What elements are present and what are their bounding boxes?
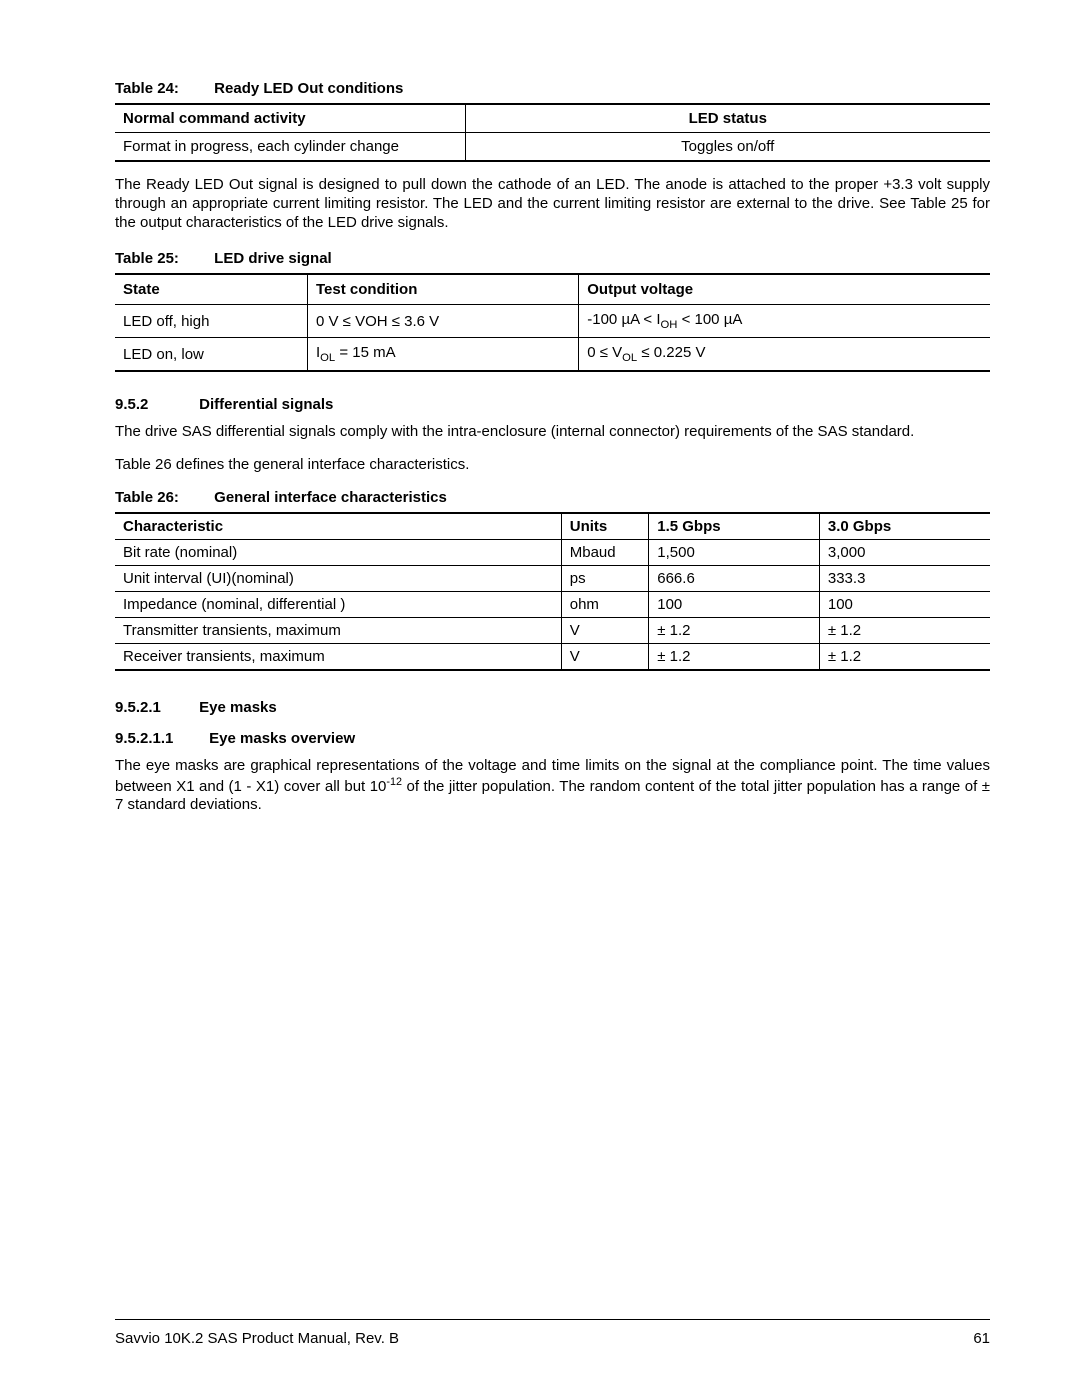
table-row: Unit interval (UI)(nominal) ps 666.6 333…	[115, 565, 990, 591]
para2b: Table 26 defines the general interface c…	[115, 456, 990, 475]
t25-r1c3-sub: OH	[661, 319, 678, 331]
table-row: Receiver transients, maximum V ± 1.2 ± 1…	[115, 643, 990, 670]
t26-cell: ± 1.2	[819, 643, 990, 670]
table24-caption-title: Ready LED Out conditions	[214, 80, 403, 97]
table-row: LED on, low IOL = 15 mA 0 ≤ VOL ≤ 0.225 …	[115, 338, 990, 372]
table-row: Transmitter transients, maximum V ± 1.2 …	[115, 617, 990, 643]
t25-r1c2: 0 V ≤ VOH ≤ 3.6 V	[308, 305, 579, 338]
t25-r2c3-post: ≤ 0.225 V	[637, 344, 705, 361]
table25-caption: Table 25: LED drive signal	[115, 250, 990, 267]
para3-sup: -12	[386, 776, 402, 788]
section-95211: 9.5.2.1.1 Eye masks overview	[115, 730, 990, 747]
para3: The eye masks are graphical representati…	[115, 757, 990, 815]
sec95211-num: 9.5.2.1.1	[115, 730, 205, 747]
footer-page-number: 61	[973, 1330, 990, 1347]
sec952-num: 9.5.2	[115, 396, 195, 413]
t26-cell: ps	[561, 565, 649, 591]
t26-h4: 3.0 Gbps	[819, 513, 990, 540]
table-row: LED off, high 0 V ≤ VOH ≤ 3.6 V -100 µA …	[115, 305, 990, 338]
t25-h1: State	[115, 274, 308, 305]
t26-cell: Impedance (nominal, differential )	[115, 591, 561, 617]
t26-cell: Bit rate (nominal)	[115, 539, 561, 565]
t25-r1c3-post: < 100 µA	[677, 311, 742, 328]
t26-cell: 100	[819, 591, 990, 617]
table24-h1: Normal command activity	[115, 104, 465, 133]
t26-cell: 1,500	[649, 539, 820, 565]
page-footer: Savvio 10K.2 SAS Product Manual, Rev. B …	[115, 1319, 990, 1347]
section-9521: 9.5.2.1 Eye masks	[115, 699, 990, 716]
t25-h3: Output voltage	[579, 274, 990, 305]
t26-cell: Unit interval (UI)(nominal)	[115, 565, 561, 591]
para1: The Ready LED Out signal is designed to …	[115, 176, 990, 232]
footer-left: Savvio 10K.2 SAS Product Manual, Rev. B	[115, 1330, 399, 1347]
table24-r1c1: Format in progress, each cylinder change	[115, 133, 465, 162]
t26-cell: ± 1.2	[649, 643, 820, 670]
t26-cell: ± 1.2	[649, 617, 820, 643]
table25-caption-num: Table 25:	[115, 250, 210, 267]
sec95211-title: Eye masks overview	[209, 730, 355, 747]
t26-cell: ohm	[561, 591, 649, 617]
t26-cell: Mbaud	[561, 539, 649, 565]
t25-r1c3-pre: -100 µA < I	[587, 311, 660, 328]
t26-cell: V	[561, 643, 649, 670]
table24-r1c2: Toggles on/off	[465, 133, 990, 162]
table26-caption-num: Table 26:	[115, 489, 210, 506]
t25-r2c2-post: = 15 mA	[335, 344, 395, 361]
t26-h1: Characteristic	[115, 513, 561, 540]
section-952: 9.5.2 Differential signals	[115, 396, 990, 413]
t26-h3: 1.5 Gbps	[649, 513, 820, 540]
t26-cell: 100	[649, 591, 820, 617]
t25-r2c2: IOL = 15 mA	[308, 338, 579, 372]
t26-cell: ± 1.2	[819, 617, 990, 643]
t25-r2c1: LED on, low	[115, 338, 308, 372]
table25-caption-title: LED drive signal	[214, 250, 332, 267]
sec952-title: Differential signals	[199, 396, 333, 413]
t25-r2c3-sub: OL	[622, 352, 637, 364]
t26-cell: V	[561, 617, 649, 643]
para2a: The drive SAS differential signals compl…	[115, 423, 990, 442]
table26-caption-title: General interface characteristics	[214, 489, 447, 506]
t26-cell: Receiver transients, maximum	[115, 643, 561, 670]
table24-caption-num: Table 24:	[115, 80, 210, 97]
table25: State Test condition Output voltage LED …	[115, 273, 990, 372]
t25-h2: Test condition	[308, 274, 579, 305]
t25-r2c3-pre: 0 ≤ V	[587, 344, 622, 361]
t26-cell: 666.6	[649, 565, 820, 591]
table24-caption: Table 24: Ready LED Out conditions	[115, 80, 990, 97]
sec9521-title: Eye masks	[199, 699, 277, 716]
table24-h2: LED status	[465, 104, 990, 133]
table26: Characteristic Units 1.5 Gbps 3.0 Gbps B…	[115, 512, 990, 671]
table-row: Bit rate (nominal) Mbaud 1,500 3,000	[115, 539, 990, 565]
sec9521-num: 9.5.2.1	[115, 699, 195, 716]
table24: Normal command activity LED status Forma…	[115, 103, 990, 162]
t26-cell: 333.3	[819, 565, 990, 591]
t25-r1c3: -100 µA < IOH < 100 µA	[579, 305, 990, 338]
t26-cell: 3,000	[819, 539, 990, 565]
t26-h2: Units	[561, 513, 649, 540]
table-row: Impedance (nominal, differential ) ohm 1…	[115, 591, 990, 617]
t25-r1c1: LED off, high	[115, 305, 308, 338]
t25-r2c3: 0 ≤ VOL ≤ 0.225 V	[579, 338, 990, 372]
table26-caption: Table 26: General interface characterist…	[115, 489, 990, 506]
t25-r2c2-sub: OL	[320, 352, 335, 364]
t26-cell: Transmitter transients, maximum	[115, 617, 561, 643]
